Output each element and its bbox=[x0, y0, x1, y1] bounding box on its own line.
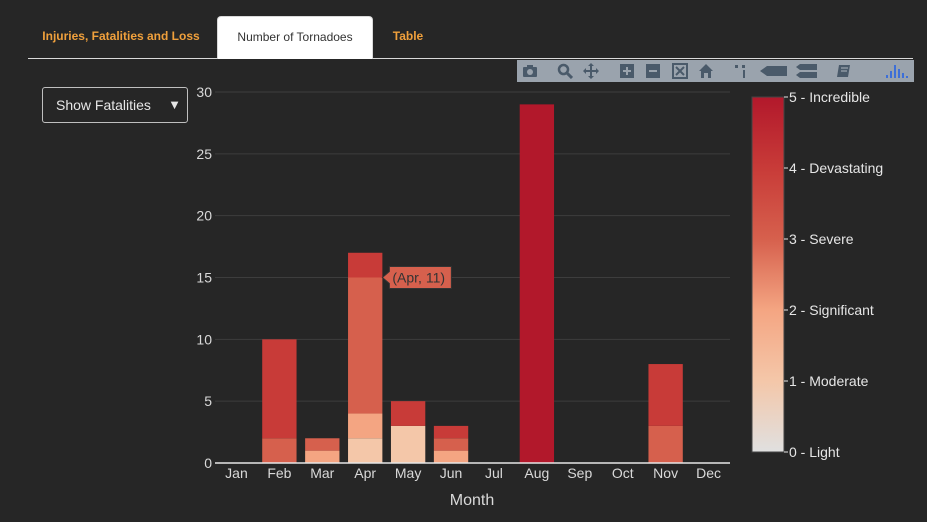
colorbar-tick-label: 2 - Significant bbox=[789, 302, 874, 318]
bar-segment[interactable] bbox=[262, 438, 297, 463]
fatalities-dropdown[interactable]: Show Fatalities ▼ bbox=[42, 87, 188, 123]
colorbar-tick-label: 4 - Devastating bbox=[789, 160, 883, 176]
autoscale-icon[interactable] bbox=[672, 63, 688, 79]
x-tick-label: Dec bbox=[696, 465, 721, 481]
y-axis: 0 5 10 15 20 25 30 bbox=[196, 84, 212, 471]
x-tick-label: Aug bbox=[524, 465, 549, 481]
tab-number-of-tornadoes[interactable]: Number of Tornadoes bbox=[217, 16, 373, 59]
x-tick-label: Feb bbox=[267, 465, 291, 481]
x-tick-label: Apr bbox=[354, 465, 376, 481]
x-axis-title: Month bbox=[450, 492, 494, 509]
bar-segment[interactable] bbox=[305, 450, 340, 463]
dropdown-arrow-icon: ▼ bbox=[168, 97, 181, 112]
hover-compare-icon[interactable] bbox=[796, 63, 818, 79]
x-tick-label: Oct bbox=[612, 465, 634, 481]
tab-table[interactable]: Table bbox=[392, 29, 424, 43]
x-tick-label: Jan bbox=[225, 465, 248, 481]
bars bbox=[262, 104, 683, 463]
hover-label: (Apr, 11) bbox=[392, 270, 445, 286]
x-tick-label: Sep bbox=[567, 465, 592, 481]
y-tick-label: 15 bbox=[196, 270, 212, 286]
colorbar-tick-label: 5 - Incredible bbox=[789, 89, 870, 105]
bar-segment[interactable] bbox=[348, 252, 383, 278]
colorbar-gradient bbox=[751, 96, 785, 453]
bar-segment[interactable] bbox=[433, 425, 469, 439]
bar-segment[interactable] bbox=[305, 438, 340, 451]
tab-injuries-fatalities-loss[interactable]: Injuries, Fatalities and Loss bbox=[42, 29, 200, 43]
bar-segment[interactable] bbox=[348, 277, 383, 414]
grid-lines bbox=[215, 91, 730, 402]
y-tick-label: 20 bbox=[196, 208, 212, 224]
y-tick-label: 10 bbox=[196, 331, 212, 347]
bar-segment[interactable] bbox=[433, 438, 469, 451]
y-tick-label: 30 bbox=[196, 84, 212, 100]
colorbar-tick-label: 0 - Light bbox=[789, 444, 840, 460]
reset-axes-icon[interactable] bbox=[698, 63, 714, 79]
bar-segment[interactable] bbox=[390, 425, 426, 463]
bar-segment[interactable] bbox=[348, 438, 383, 463]
zoom-in-icon[interactable] bbox=[619, 63, 635, 79]
colorbar-tick-label: 1 - Moderate bbox=[789, 373, 869, 389]
x-axis: Jan Feb Mar Apr May Jun Jul Aug Sep Oct Nov Dec bbox=[225, 465, 721, 481]
zoom-out-icon[interactable] bbox=[645, 63, 661, 79]
y-tick-label: 5 bbox=[204, 393, 212, 409]
tab-bar: Injuries, Fatalities and Loss Number of … bbox=[28, 0, 913, 59]
dropdown-selected-value: Show Fatalities bbox=[56, 97, 151, 113]
hover-tooltip: (Apr, 11) bbox=[381, 266, 452, 289]
x-tick-label: May bbox=[395, 465, 421, 481]
pan-icon[interactable] bbox=[583, 63, 599, 79]
bar-segment[interactable] bbox=[262, 339, 297, 439]
colorbar-tick-label: 3 - Severe bbox=[789, 231, 854, 247]
bar-segment[interactable] bbox=[433, 450, 469, 463]
spike-lines-icon[interactable] bbox=[733, 63, 749, 79]
bar-segment[interactable] bbox=[390, 401, 426, 426]
camera-icon[interactable] bbox=[522, 63, 538, 79]
x-tick-label: Nov bbox=[653, 465, 678, 481]
x-tick-label: Jun bbox=[440, 465, 463, 481]
colorbar: 0 - Light 1 - Moderate 2 - Significant 3 - … bbox=[751, 89, 883, 460]
modebar bbox=[517, 60, 914, 82]
hover-closest-icon[interactable] bbox=[760, 63, 788, 79]
y-tick-label: 0 bbox=[204, 455, 212, 471]
bar-segment[interactable] bbox=[648, 364, 683, 426]
x-tick-label: Mar bbox=[310, 465, 334, 481]
toggle-legend-icon[interactable] bbox=[836, 63, 852, 79]
plotly-logo-icon[interactable] bbox=[885, 63, 911, 79]
x-tick-label: Jul bbox=[485, 465, 503, 481]
y-tick-label: 25 bbox=[196, 146, 212, 162]
bar-segment[interactable] bbox=[519, 104, 555, 463]
bar-segment[interactable] bbox=[648, 425, 683, 463]
bar-segment[interactable] bbox=[348, 413, 383, 439]
zoom-icon[interactable] bbox=[557, 63, 573, 79]
